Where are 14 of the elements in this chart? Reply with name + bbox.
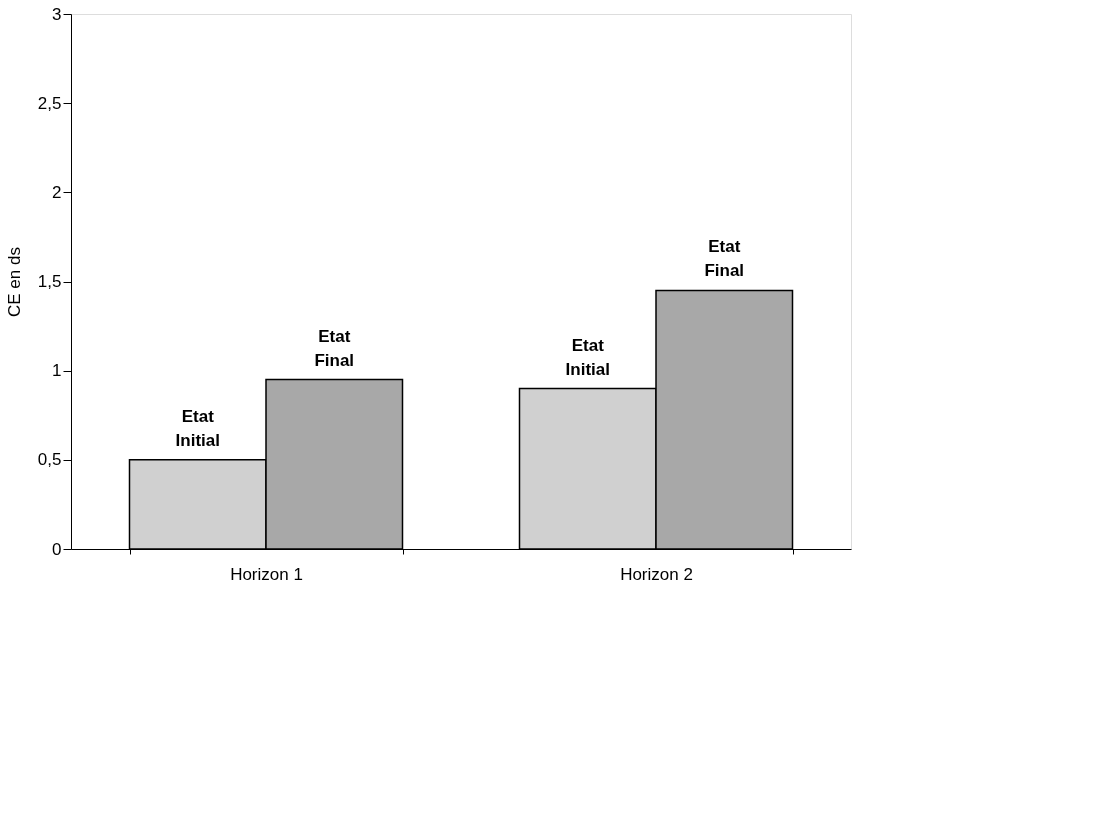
y-tick-label: 1,5 <box>37 272 62 291</box>
y-tick-label: 0 <box>52 539 62 559</box>
y-axis-title: CE en ds <box>4 247 24 317</box>
text: Etat Final <box>704 237 745 281</box>
x-tick-label: Horizon 1 <box>230 564 303 584</box>
y-tick-label: 1 <box>52 361 62 381</box>
series-label: Etat Initial <box>175 406 220 450</box>
x-tick-label: Horizon 2 <box>620 564 693 584</box>
series-label: Etat Final <box>314 326 355 370</box>
y-tick-label: 3 <box>52 4 62 24</box>
y-tick-label: 2,5 <box>37 93 62 113</box>
y-tick-label: 0,5 <box>37 450 62 470</box>
y-tick-label: 2 <box>52 182 62 202</box>
text: Etat Initial <box>565 335 610 379</box>
